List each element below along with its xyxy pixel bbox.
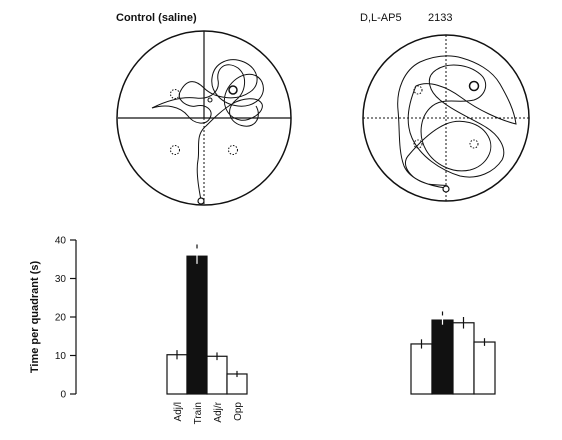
y-tick-label: 30	[55, 274, 67, 285]
platform-marker	[170, 145, 180, 155]
x-category-label: Train	[193, 402, 204, 424]
bar-adjl	[166, 354, 188, 395]
path-end-marker	[228, 85, 238, 95]
control-bar-chart: Time per quadrant (s) 0 10 20 30 40 Adj/l Tra…	[29, 236, 248, 424]
control-title: Control (saline)	[116, 12, 197, 24]
bar-adjr	[206, 355, 228, 395]
platform-marker	[469, 139, 479, 149]
platform-marker	[228, 145, 238, 155]
y-tick-label: 20	[55, 313, 67, 324]
bar-adjl	[410, 343, 433, 395]
swim-path	[151, 59, 264, 201]
y-tick-label: 0	[60, 390, 66, 401]
x-category-label: Opp	[233, 402, 244, 421]
bar-group	[166, 244, 248, 395]
release-point	[442, 185, 450, 193]
y-axis-title: Time per quadrant (s)	[29, 261, 41, 374]
x-category-label: Adj/l	[173, 402, 184, 421]
bar-train	[186, 255, 208, 395]
ap5-bar-chart	[410, 311, 496, 395]
bar-adjr	[452, 322, 475, 395]
x-category-labels: Adj/l Train Adj/r Opp	[173, 401, 244, 424]
bar-group	[410, 311, 496, 395]
y-tick-label: 10	[55, 351, 67, 362]
control-pool	[116, 30, 292, 206]
release-point	[197, 197, 205, 205]
ap5-pool	[362, 34, 530, 202]
y-axis-ticks: 0 10 20 30 40	[55, 236, 76, 401]
swim-path	[397, 55, 517, 189]
ap5-title: D,L-AP5	[360, 12, 402, 24]
path-end-marker	[207, 97, 213, 103]
path-end-marker	[468, 80, 480, 92]
bar-opp	[473, 341, 496, 395]
platform-marker	[170, 89, 180, 99]
y-tick-label: 40	[55, 236, 67, 247]
bar-train	[431, 319, 454, 395]
ap5-label: 2133	[428, 12, 452, 24]
x-category-label: Adj/r	[213, 401, 224, 422]
